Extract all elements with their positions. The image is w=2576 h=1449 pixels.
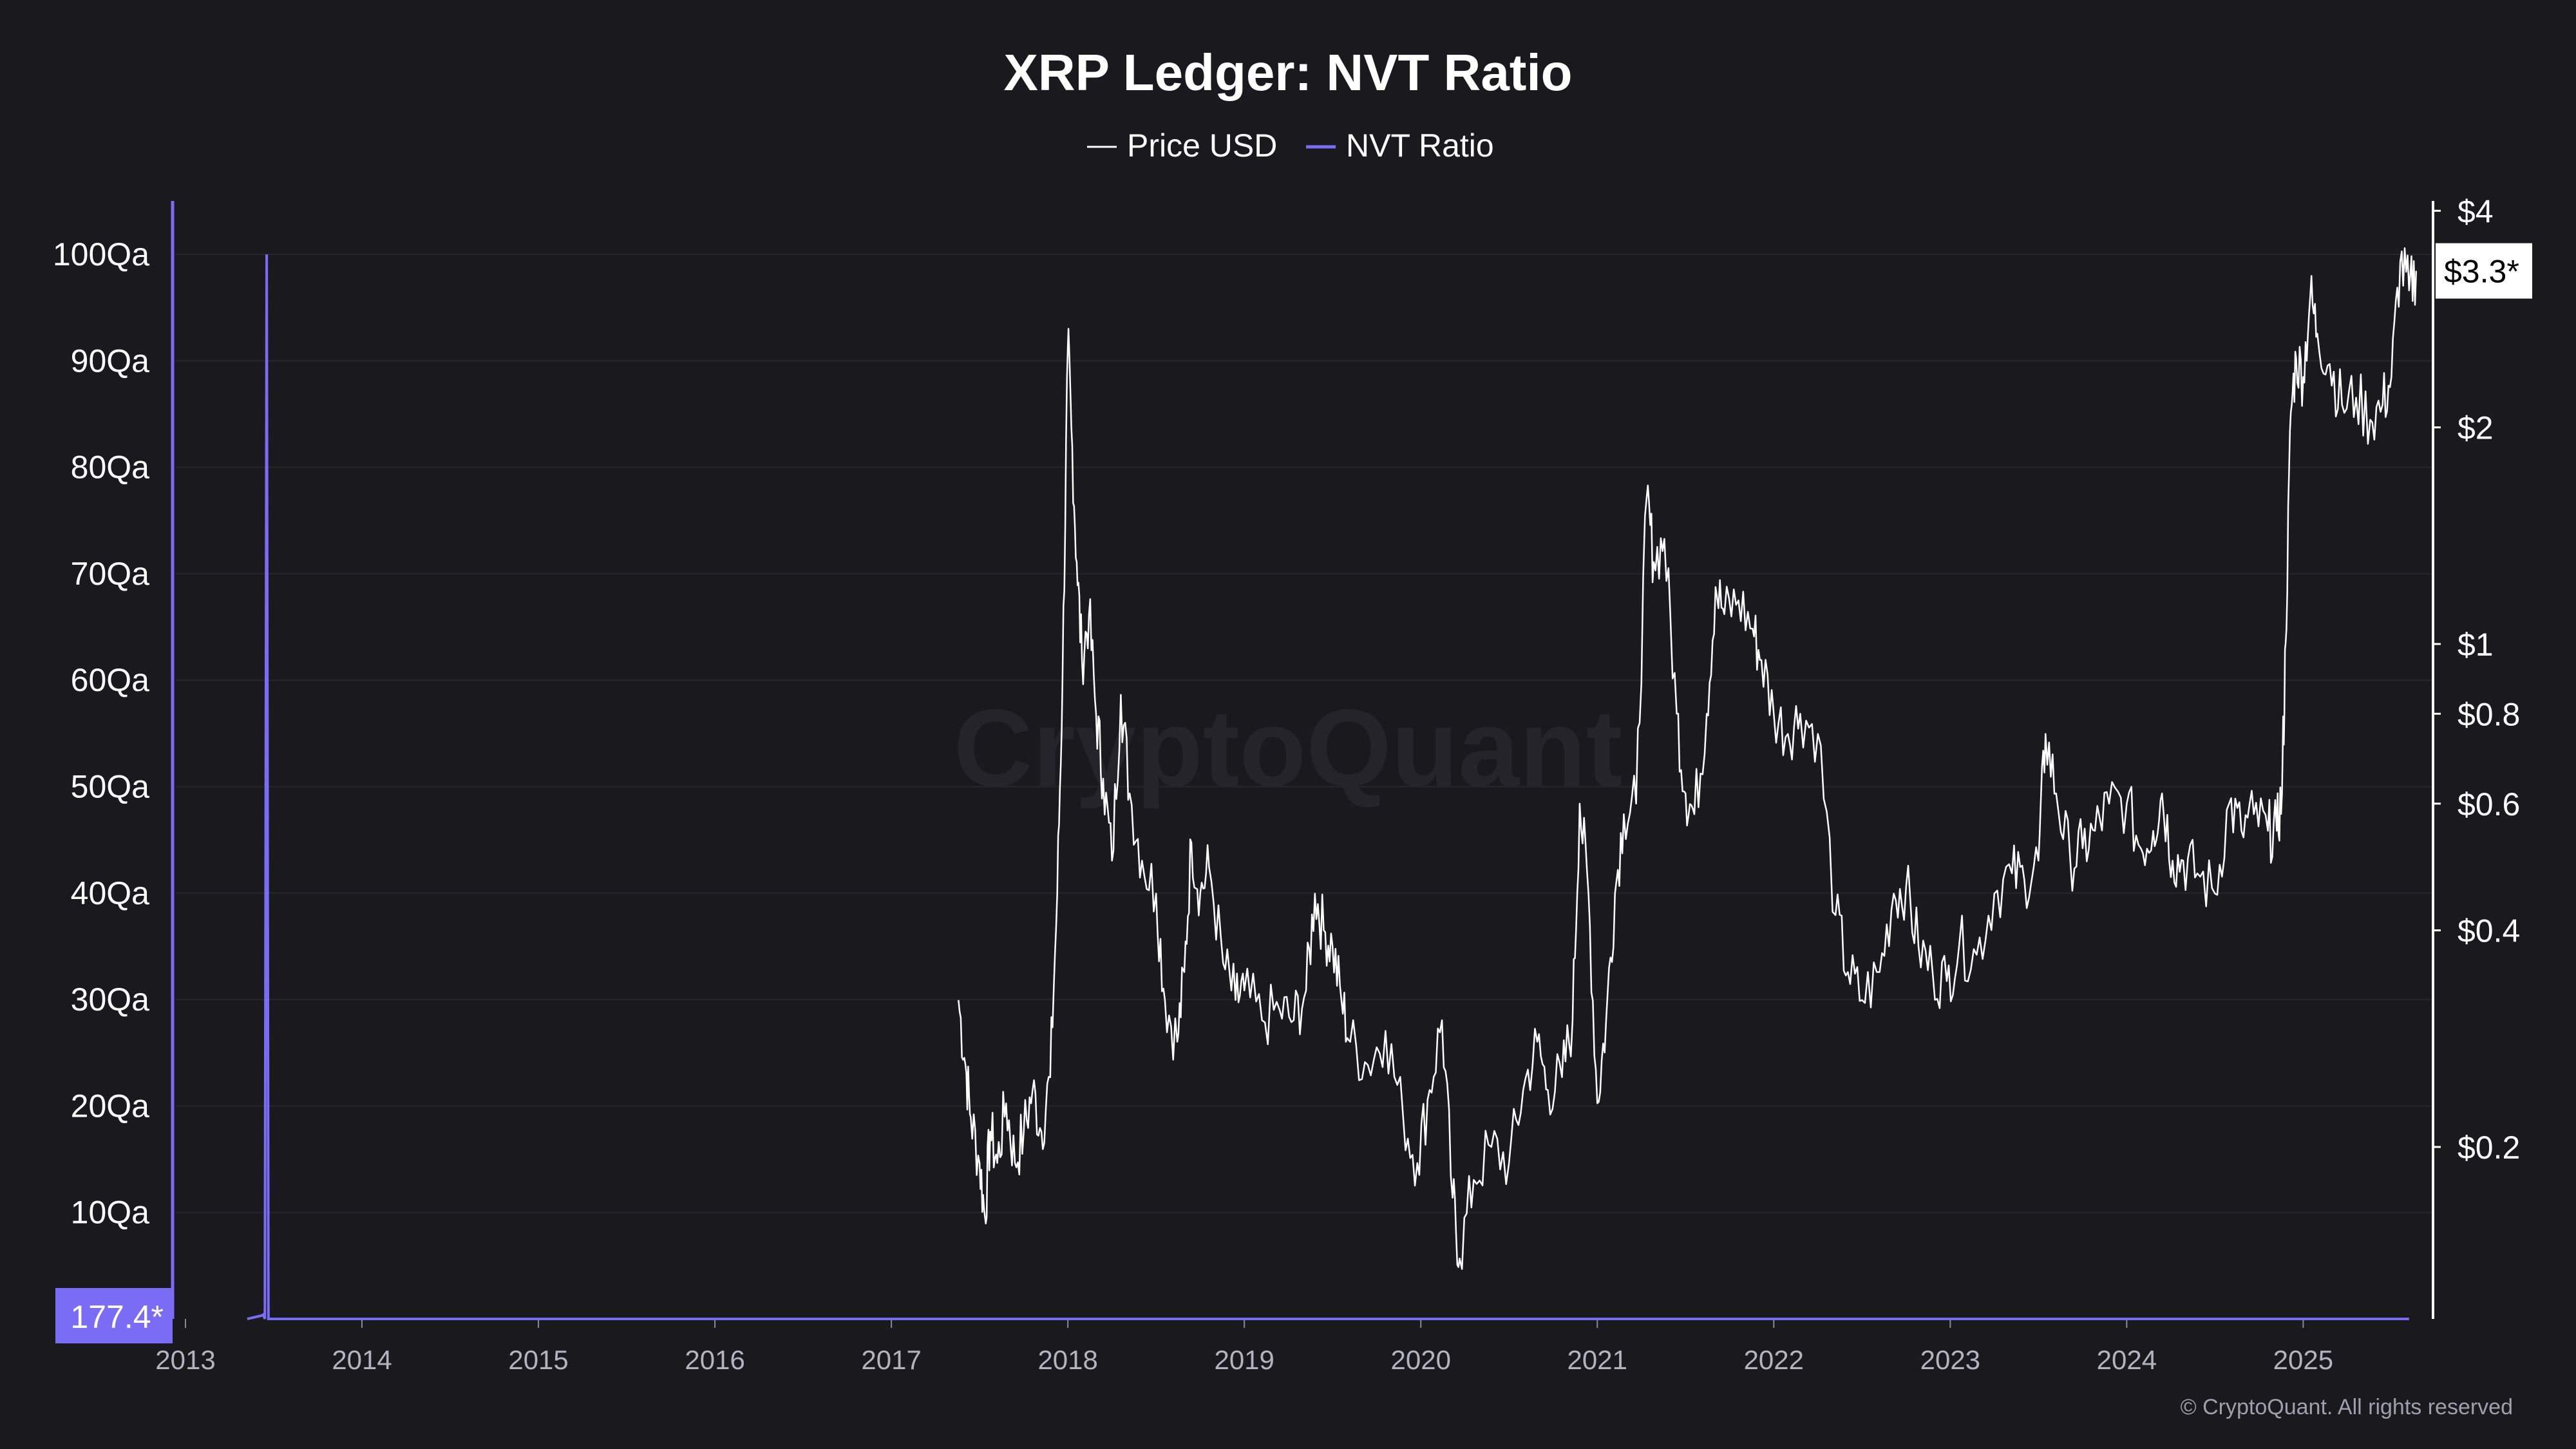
nvt-current-badge: 177.4* (55, 1288, 173, 1343)
left-tick-label: 10Qa (71, 1195, 150, 1231)
watermark: CryptoQuant (954, 687, 1623, 810)
left-tick-label: 40Qa (71, 875, 150, 911)
x-tick-label: 2014 (332, 1345, 392, 1375)
left-tick-label: 20Qa (71, 1088, 150, 1124)
grid (175, 254, 2431, 1213)
right-tick-label: $2 (2458, 410, 2494, 446)
price-usd-line (958, 247, 2418, 1270)
x-tick-label: 2015 (508, 1345, 568, 1375)
x-tick-label: 2022 (1744, 1345, 1804, 1375)
x-tick-label: 2021 (1567, 1345, 1627, 1375)
nvt-ratio-line (247, 254, 2409, 1320)
right-tick-label: $4 (2458, 193, 2494, 229)
x-tick-label: 2017 (861, 1345, 921, 1375)
x-tick-label: 2013 (155, 1345, 215, 1375)
left-tick-label: 70Qa (71, 556, 150, 592)
legend: Price USD NVT Ratio (1087, 128, 1494, 164)
x-tick-label: 2018 (1037, 1345, 1097, 1375)
left-axis-ticks: 10Qa 20Qa 30Qa 40Qa 50Qa 60Qa 70Qa 80Qa 90Qa 100Q… (53, 236, 149, 1231)
series-layer (247, 247, 2418, 1320)
copyright: © CryptoQuant. All rights reserved (2181, 1395, 2513, 1419)
right-tick-label: $0.8 (2458, 696, 2520, 732)
x-tick-label: 2023 (1920, 1345, 1980, 1375)
chart-title: XRP Ledger: NVT Ratio (1003, 44, 1572, 101)
legend-label-nvt: NVT Ratio (1346, 128, 1494, 164)
right-axis-ticks: $0.2 $0.4 $0.6 $0.8 $1 $2 $4 (2433, 193, 2520, 1166)
left-tick-label: 50Qa (71, 769, 150, 805)
x-tick-label: 2020 (1391, 1345, 1451, 1375)
nvt-current-badge-bg (55, 1288, 173, 1343)
legend-label-price: Price USD (1127, 128, 1277, 164)
right-tick-label: $0.6 (2458, 786, 2520, 822)
x-tick-label: 2019 (1214, 1345, 1274, 1375)
left-tick-label: 30Qa (71, 981, 150, 1018)
nvt-current-value: 177.4* (70, 1299, 164, 1335)
left-tick-label: 60Qa (71, 662, 150, 698)
left-tick-label: 90Qa (71, 343, 150, 379)
right-tick-label: $0.2 (2458, 1130, 2520, 1166)
x-tick-label: 2016 (685, 1345, 744, 1375)
x-tick-label: 2025 (2273, 1345, 2333, 1375)
x-axis-ticks: 2013 2014 2015 2016 2017 2018 2019 2020 2021 2022… (155, 1319, 2333, 1375)
x-tick-label: 2024 (2097, 1345, 2157, 1375)
left-tick-label: 100Qa (53, 236, 149, 272)
price-current-badge-bg (2436, 243, 2532, 299)
right-tick-label: $1 (2458, 627, 2494, 663)
price-current-badge: $3.3* (2436, 243, 2532, 299)
right-tick-label: $0.4 (2458, 913, 2520, 949)
price-current-value: $3.3* (2444, 254, 2519, 290)
left-tick-label: 80Qa (71, 450, 150, 486)
